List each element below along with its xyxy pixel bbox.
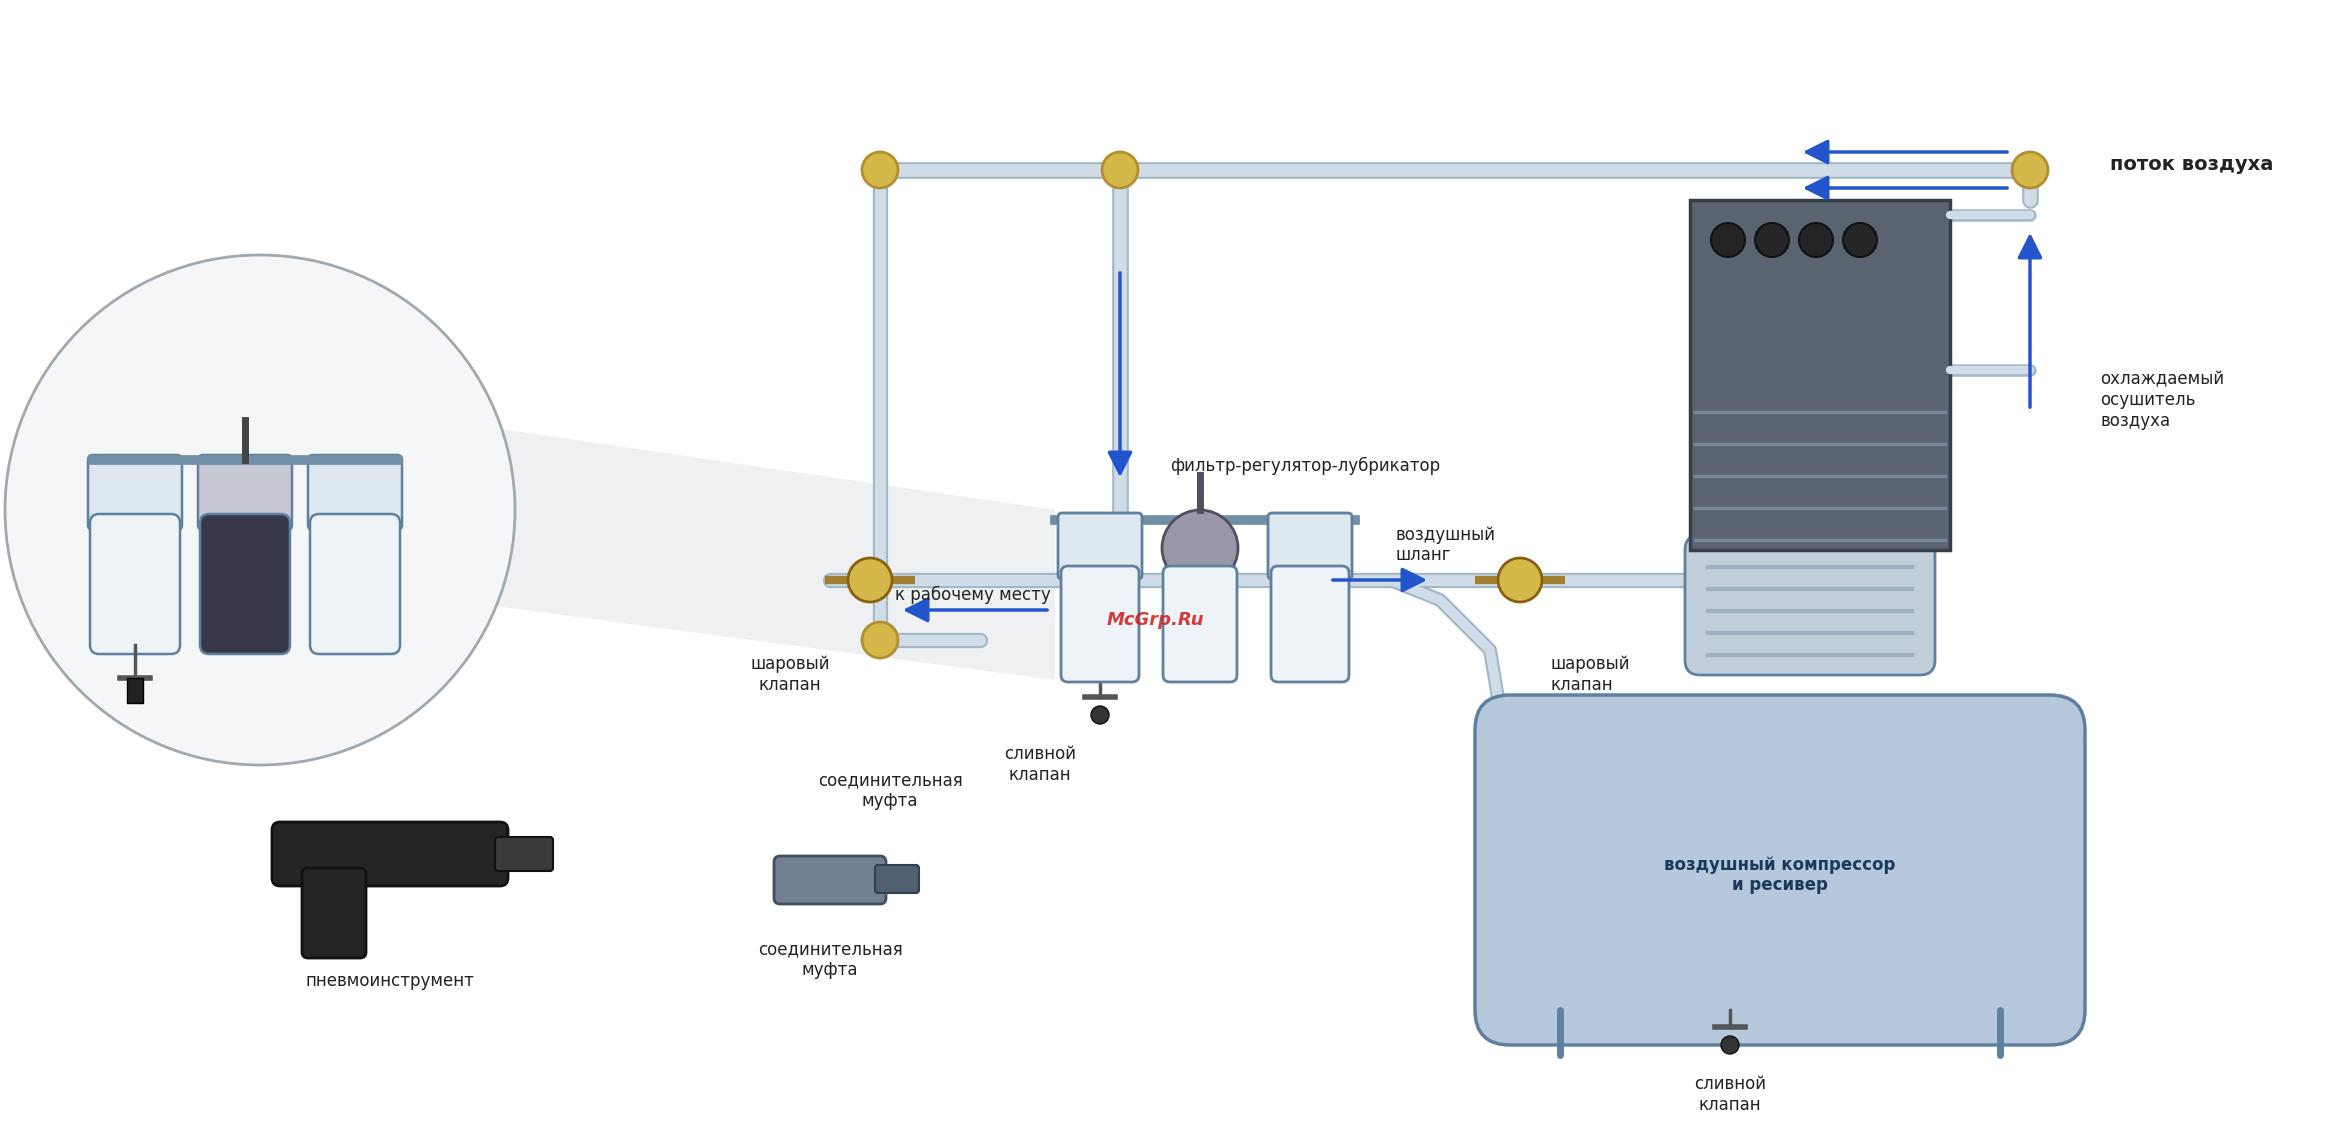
- Circle shape: [1711, 223, 1746, 257]
- Circle shape: [1800, 223, 1832, 257]
- Text: сливной
клапан: сливной клапан: [1004, 745, 1076, 784]
- FancyBboxPatch shape: [1267, 513, 1351, 579]
- Text: к рабочему месту: к рабочему месту: [894, 585, 1050, 605]
- FancyBboxPatch shape: [1685, 534, 1935, 675]
- FancyBboxPatch shape: [201, 514, 289, 654]
- Circle shape: [5, 255, 516, 765]
- Circle shape: [861, 622, 899, 658]
- Text: охлаждаемый
осушитель
воздуха: охлаждаемый осушитель воздуха: [2101, 371, 2224, 429]
- Circle shape: [1755, 223, 1788, 257]
- Text: соединительная
муфта: соединительная муфта: [817, 771, 962, 810]
- Text: пневмоинструмент: пневмоинструмент: [306, 972, 474, 990]
- Circle shape: [1102, 153, 1139, 188]
- FancyBboxPatch shape: [126, 678, 142, 703]
- FancyBboxPatch shape: [301, 868, 366, 958]
- FancyBboxPatch shape: [91, 514, 180, 654]
- Text: сливной
клапан: сливной клапан: [1694, 1075, 1767, 1114]
- Text: поток воздуха: поток воздуха: [2110, 156, 2273, 174]
- FancyBboxPatch shape: [310, 514, 399, 654]
- FancyBboxPatch shape: [1475, 695, 2084, 1045]
- Text: шаровый
клапан: шаровый клапан: [749, 655, 831, 694]
- FancyBboxPatch shape: [1062, 566, 1139, 683]
- Text: McGrp.Ru: McGrp.Ru: [1106, 611, 1204, 629]
- FancyBboxPatch shape: [89, 455, 182, 530]
- Circle shape: [1844, 223, 1877, 257]
- Circle shape: [2012, 153, 2047, 188]
- FancyBboxPatch shape: [308, 455, 401, 530]
- Text: соединительная
муфта: соединительная муфта: [759, 940, 903, 979]
- FancyBboxPatch shape: [775, 857, 887, 904]
- FancyBboxPatch shape: [273, 822, 509, 886]
- Text: фильтр-регулятор-лубрикатор: фильтр-регулятор-лубрикатор: [1169, 457, 1440, 475]
- FancyBboxPatch shape: [1690, 200, 1949, 550]
- Text: воздушный компрессор
и ресивер: воздушный компрессор и ресивер: [1664, 855, 1895, 895]
- FancyBboxPatch shape: [1272, 566, 1349, 683]
- FancyBboxPatch shape: [1162, 566, 1237, 683]
- Circle shape: [1498, 558, 1543, 602]
- FancyBboxPatch shape: [198, 455, 292, 530]
- Polygon shape: [443, 420, 1055, 680]
- Text: шаровый
клапан: шаровый клапан: [1550, 655, 1629, 694]
- FancyBboxPatch shape: [875, 864, 920, 893]
- Circle shape: [1720, 1036, 1739, 1054]
- FancyBboxPatch shape: [495, 837, 553, 871]
- Circle shape: [1162, 510, 1237, 586]
- FancyBboxPatch shape: [1057, 513, 1141, 579]
- Circle shape: [861, 153, 899, 188]
- Circle shape: [1090, 706, 1109, 724]
- Text: воздушный
шланг: воздушный шланг: [1396, 525, 1496, 564]
- Circle shape: [847, 558, 892, 602]
